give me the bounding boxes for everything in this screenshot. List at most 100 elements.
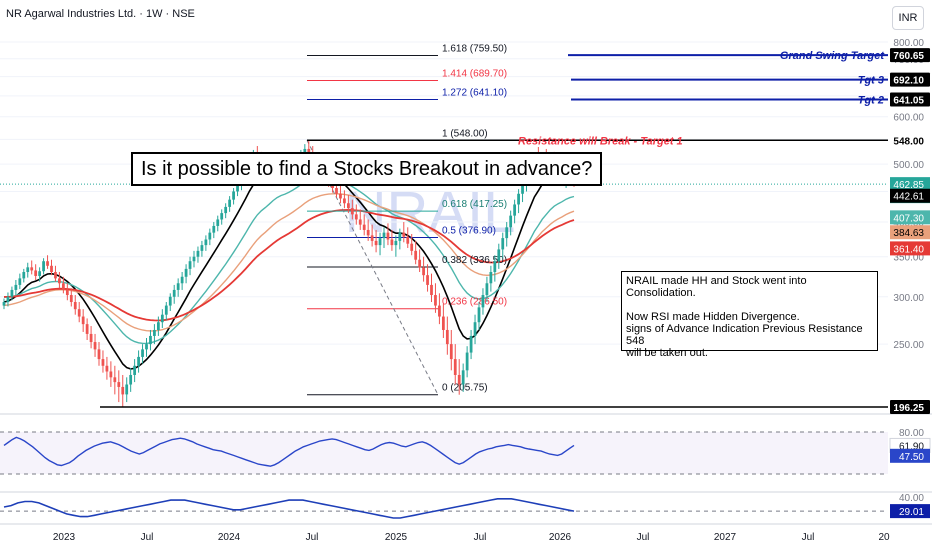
candle-body: [14, 284, 18, 290]
candle-body: [382, 232, 386, 239]
fib-level-label: 0.5 (376.90): [442, 225, 496, 236]
note-line: NRAIL made HH and Stock went into: [626, 275, 807, 287]
candle-body: [121, 386, 125, 395]
time-tick-label: Jul: [474, 532, 487, 543]
candle-body: [457, 374, 461, 385]
candle-body: [176, 283, 180, 290]
candle-body: [414, 250, 418, 260]
candle-body: [192, 256, 196, 262]
time-axis[interactable]: 2023 Jul 2024 Jul 2025 Jul 2026 Jul 2027 Jul 20: [0, 523, 932, 543]
target-label: Tgt 2: [858, 95, 884, 107]
indicator-panes: [0, 413, 932, 519]
candle-body: [477, 307, 481, 323]
candle-body: [497, 249, 501, 262]
price-axis[interactable]: 250.00300.00350.00400.00450.00500.00550.…: [889, 38, 931, 518]
ema-badge: [890, 225, 930, 240]
candle-body: [58, 278, 61, 284]
rsi-tick-label: 80.00: [899, 428, 924, 439]
candle-body: [343, 198, 346, 204]
ema-badge-label: 442.61: [893, 192, 924, 203]
candle-body: [22, 272, 26, 279]
candle-body: [65, 289, 69, 296]
candle-body: [481, 295, 485, 308]
analysis-note: NRAIL made HH and Stock went into Consol…: [621, 271, 878, 359]
candle-body: [350, 208, 354, 215]
candle-body: [89, 333, 93, 343]
candle-body: [501, 238, 505, 250]
candle-body: [212, 225, 216, 233]
candle-body: [141, 349, 144, 357]
candle-body: [204, 239, 208, 246]
candle-body: [97, 349, 101, 360]
candle-body: [26, 267, 30, 273]
candle-body: [422, 267, 425, 276]
candle-body: [153, 329, 156, 336]
candle-body: [303, 148, 307, 155]
candle-body: [465, 352, 469, 371]
candle-body: [461, 370, 465, 385]
candle-body: [188, 261, 192, 269]
note-line: Now RSI made Hidden Divergence.: [626, 311, 800, 323]
fib-level-label: 0.618 (417.25): [442, 199, 507, 210]
candle-body: [109, 371, 113, 378]
candle-body: [374, 240, 378, 246]
candle-body: [509, 215, 513, 228]
price-badge-label: 548.00: [893, 136, 924, 147]
candle-body: [81, 316, 85, 325]
candle-body: [335, 188, 338, 194]
price-badge: [890, 92, 930, 107]
candle-body: [168, 296, 172, 306]
osc-tick-label: 40.00: [899, 493, 924, 504]
candle-body: [224, 206, 228, 214]
fib-level-label: 1.618 (759.50): [442, 43, 507, 54]
candle-body: [493, 261, 497, 273]
candle-body: [473, 322, 477, 336]
candle-body: [220, 213, 224, 220]
note-line: will be taken out.: [626, 347, 708, 359]
rsi-signal-label: 47.50: [899, 452, 924, 463]
candle-body: [418, 259, 422, 268]
candle-body: [366, 229, 370, 236]
candle-body: [133, 365, 137, 375]
last-price-label: 462.85: [893, 180, 924, 191]
candle-body: [113, 377, 117, 383]
candle-body: [42, 261, 45, 272]
rsi-line: [3, 436, 575, 467]
level-lines[interactable]: Grand Swing Target Tgt 3 Tgt 2 Resistance w…: [0, 50, 888, 408]
candle-body: [117, 382, 121, 387]
candle-body: [386, 232, 390, 240]
time-tick-label: 2024: [218, 532, 241, 543]
chart-title: NR Agarwal Industries Ltd. · 1W · NSE: [6, 8, 195, 20]
fib-level-label: 1.272 (641.10): [442, 88, 507, 99]
candle-body: [434, 295, 437, 306]
time-tick-label: Jul: [637, 532, 650, 543]
currency-button[interactable]: INR: [892, 6, 924, 30]
candle-body: [339, 193, 342, 199]
candle-body: [73, 302, 77, 310]
price-badge: [890, 400, 930, 414]
ema-badge: [890, 210, 930, 225]
candle-body: [196, 250, 200, 257]
candle-body: [362, 224, 366, 230]
target-label: Grand Swing Target: [780, 50, 885, 62]
fib-level-label: 0 (205.75): [442, 383, 488, 394]
resistance-label: Resistance will Break - Target 1: [518, 135, 683, 147]
target-label: Tgt 3: [858, 75, 884, 87]
price-badge: [890, 72, 930, 87]
candle-body: [85, 324, 89, 334]
candle-body: [145, 344, 148, 350]
candle-body: [160, 314, 164, 323]
candle-body: [354, 214, 358, 220]
candle-body: [125, 384, 129, 395]
candle-body: [398, 232, 402, 241]
ema-badge-label: 407.30: [893, 213, 924, 224]
oscillator-line: [3, 498, 575, 519]
candle-body: [517, 193, 520, 205]
candle-body: [77, 309, 81, 317]
candle-body: [346, 203, 350, 209]
candle-body: [485, 283, 489, 296]
candle-body: [378, 238, 382, 246]
candle-body: [402, 232, 406, 237]
candle-body: [394, 240, 398, 246]
